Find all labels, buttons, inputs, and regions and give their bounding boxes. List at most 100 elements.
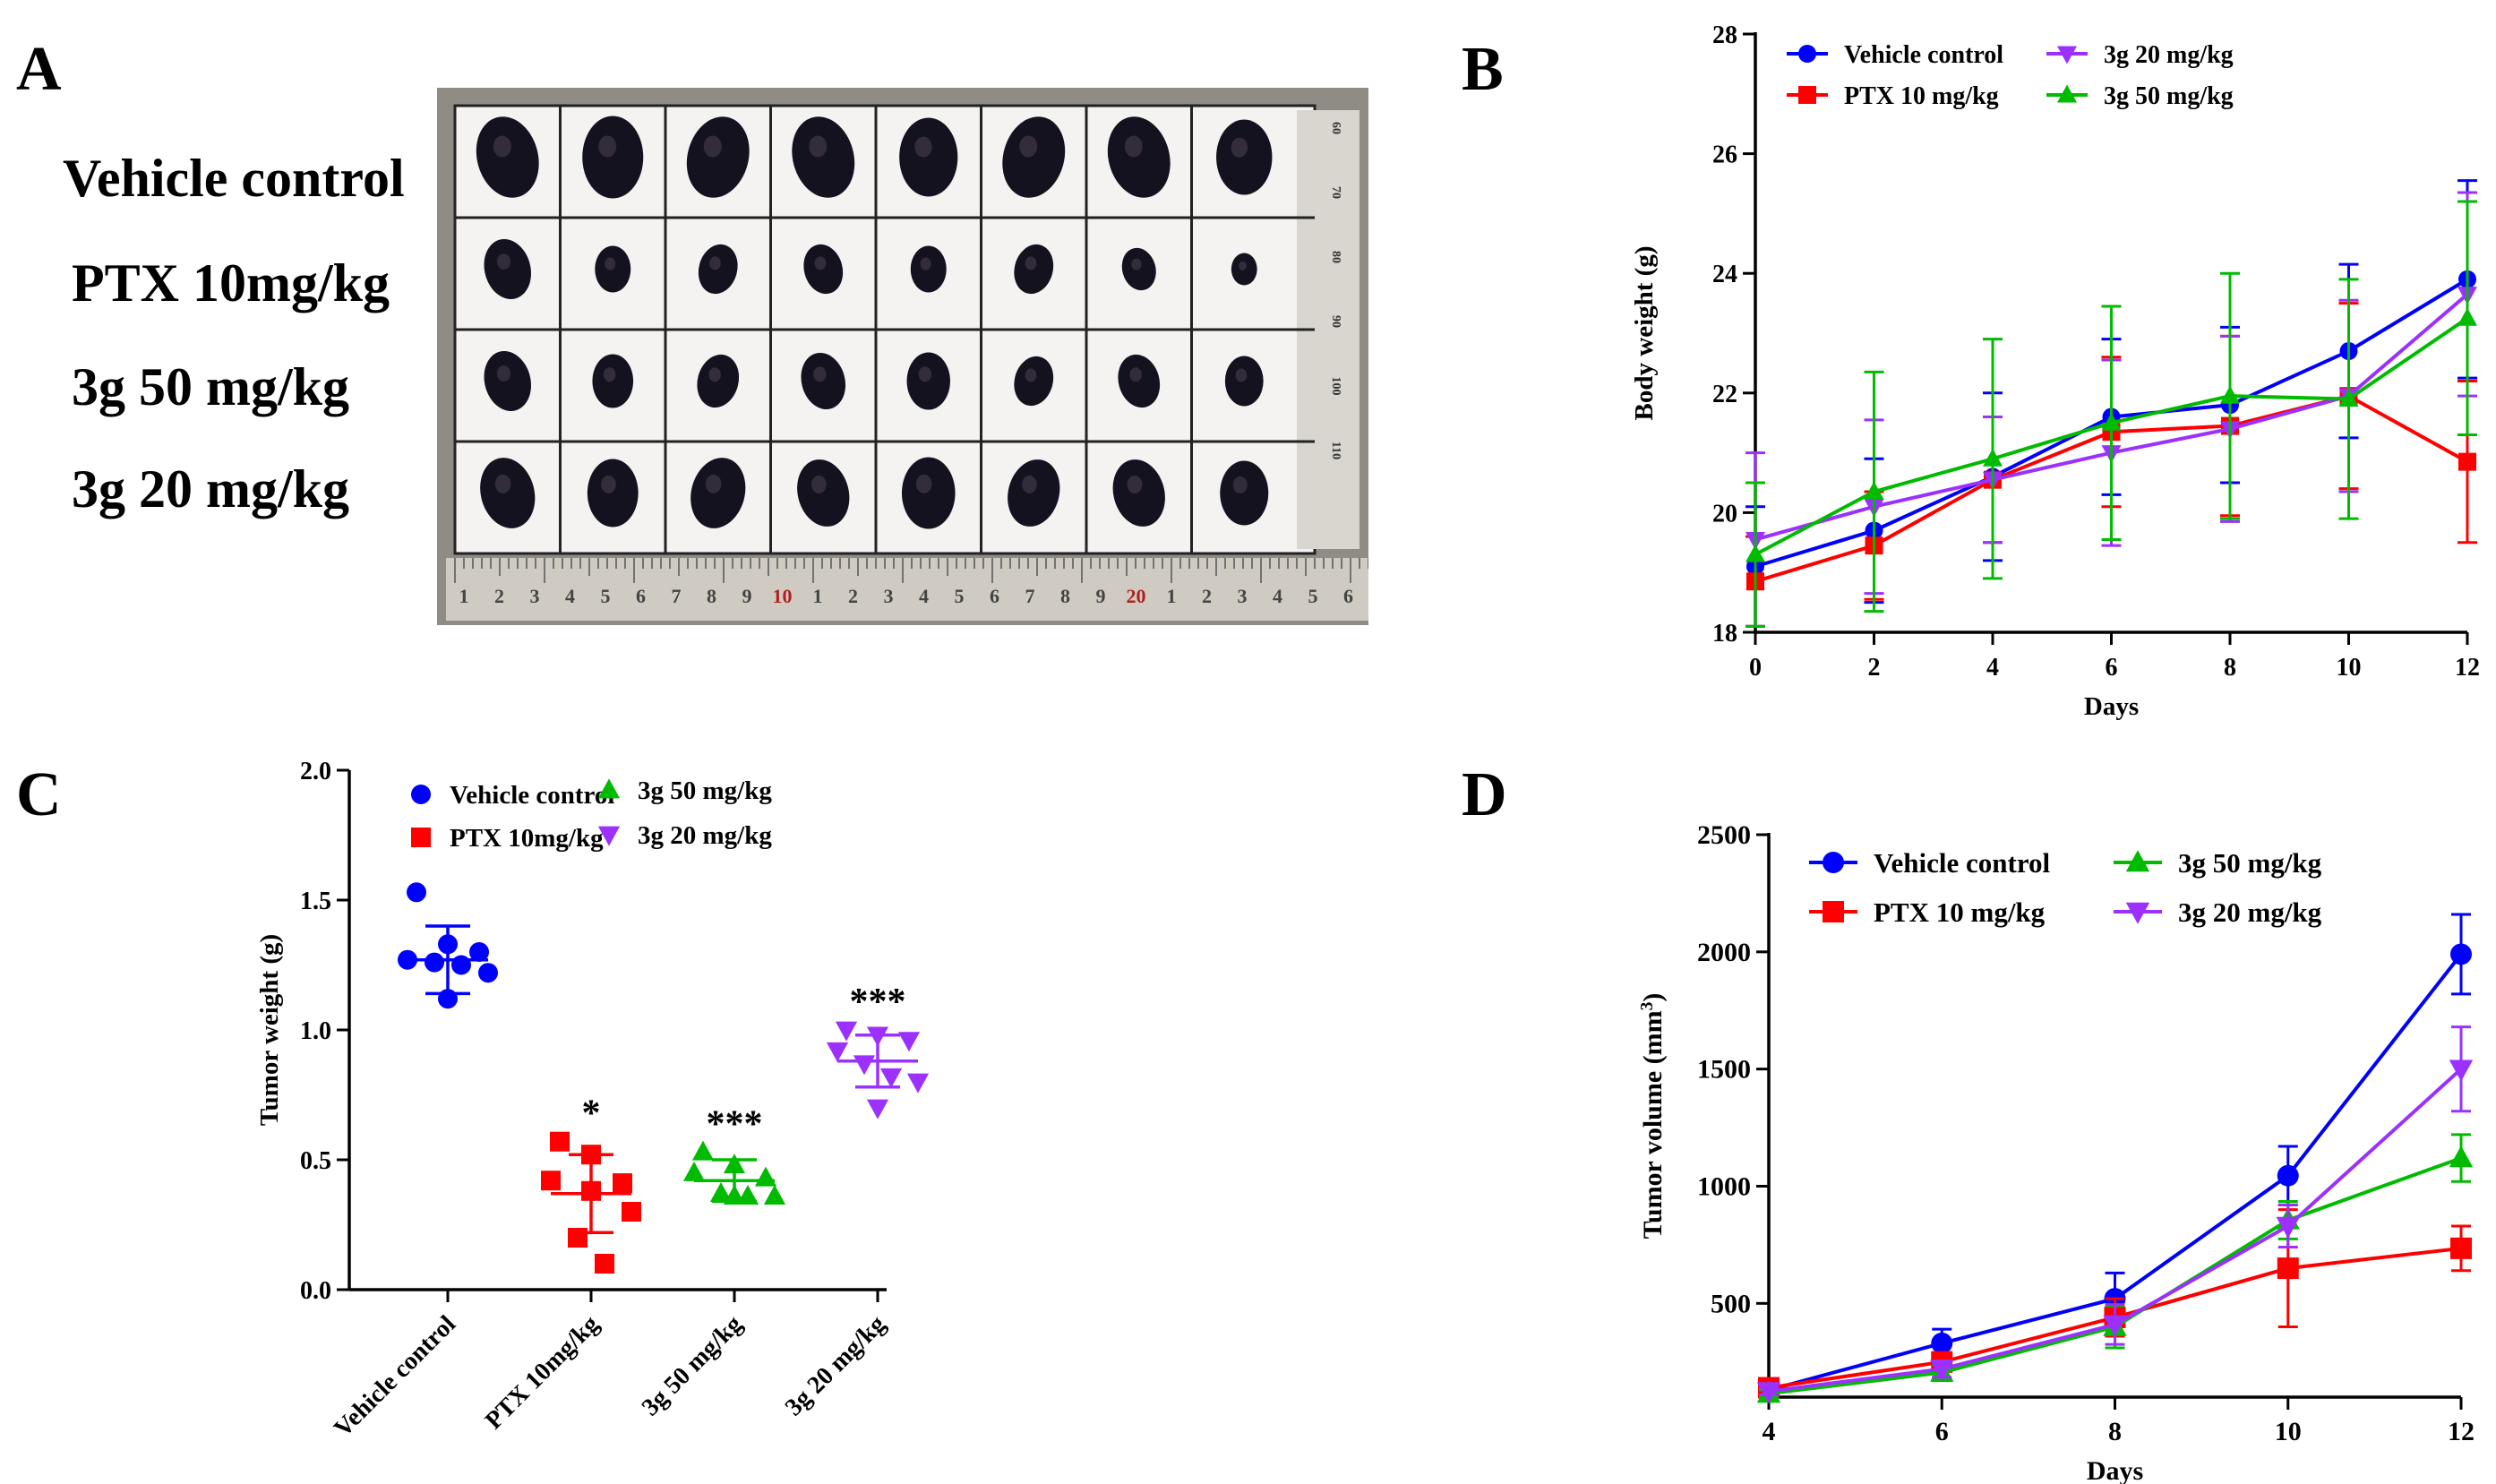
side-ruler-label: 80: [1329, 251, 1342, 263]
tumor-highlight: [709, 256, 721, 270]
ruler-label: 5: [601, 585, 611, 607]
tumor: [698, 244, 738, 295]
legend-entry: 3g 50 mg/kg: [597, 776, 772, 805]
significance-mark: ***: [707, 1103, 763, 1145]
group-2: ***: [682, 1103, 786, 1205]
x-tick-label: 2: [1868, 654, 1881, 682]
legend-entry: 3g 50 mg/kg: [2114, 847, 2322, 879]
tumor: [1112, 459, 1165, 527]
group-3: ***: [826, 982, 930, 1119]
data-point: [1983, 448, 2003, 467]
data-point: [478, 963, 498, 983]
data-point: [2338, 388, 2359, 407]
ruler-label: 20: [1127, 585, 1146, 607]
data-point: [826, 1042, 849, 1062]
data-point: [723, 1184, 746, 1205]
y-tick-label: 24: [1712, 261, 1737, 288]
panel-label-b: B: [1462, 35, 1504, 104]
tumor-highlight: [1231, 137, 1248, 158]
legend-marker: [1798, 45, 1816, 63]
ruler-label: 1: [813, 585, 823, 607]
side-ruler-label: 90: [1329, 315, 1342, 328]
ruler-label: 2: [494, 585, 504, 607]
x-axis-title: Days: [2087, 1456, 2143, 1484]
x-tick-label: 0: [1749, 654, 1762, 682]
data-point: [469, 942, 489, 962]
x-tick-label: 6: [2106, 654, 2118, 682]
data-point: [1745, 544, 1765, 562]
ruler-label: 3: [530, 585, 540, 607]
panel-label-a: A: [16, 35, 62, 104]
tumor-highlight: [1239, 261, 1247, 270]
legend-marker: [2125, 850, 2150, 872]
y-tick-label: 2.0: [300, 758, 331, 785]
tumor-highlight: [496, 253, 511, 270]
data-point: [438, 934, 458, 955]
tumor-highlight: [1025, 368, 1037, 382]
x-tick-label: 3g 20 mg/kg: [780, 1310, 891, 1421]
data-point: [595, 1254, 614, 1274]
tumor-highlight: [1124, 135, 1143, 158]
tumor: [1216, 119, 1273, 195]
ruler-label: 5: [955, 585, 965, 607]
legend-label: 3g 20 mg/kg: [2104, 41, 2234, 69]
x-tick-label: Vehicle control: [329, 1310, 461, 1443]
legend-marker: [597, 826, 621, 846]
tumor: [587, 459, 639, 528]
legend-marker: [1823, 901, 1844, 922]
tumor-highlight: [914, 136, 932, 158]
tumor-highlight: [1131, 258, 1142, 270]
x-tick-label: 3g 50 mg/kg: [637, 1310, 748, 1421]
tumor: [1220, 460, 1269, 526]
tumor-highlight: [494, 474, 511, 493]
row-label-ptx: PTX 10mg/kg: [72, 253, 390, 313]
row-label-3g20: 3g 20 mg/kg: [72, 459, 350, 519]
data-point: [897, 1032, 921, 1052]
tumor: [484, 350, 531, 412]
ruler-label: 3: [1238, 585, 1248, 607]
legend-entry: 3g 20 mg/kg: [2114, 896, 2322, 928]
x-tick-label: 4: [1763, 1417, 1776, 1446]
ruler-label: 5: [1308, 585, 1318, 607]
data-point: [866, 1099, 889, 1119]
data-point: [2450, 1237, 2472, 1259]
legend-label: Vehicle control: [1874, 847, 2051, 879]
x-tick-label: 10: [2337, 654, 2362, 682]
tumor: [1107, 116, 1171, 198]
group-1: *: [541, 1094, 641, 1274]
panel-label-d: D: [1462, 760, 1507, 829]
data-point: [568, 1228, 588, 1248]
series-3g-50-mg-kg: [1745, 200, 2477, 628]
ruler-label: 7: [672, 585, 682, 607]
ruler-label: 4: [1273, 585, 1282, 607]
side-ruler-label: 100: [1329, 377, 1342, 396]
x-tick-label: 4: [1986, 654, 1999, 682]
data-point: [866, 1026, 889, 1047]
legend-entry: PTX 10mg/kg: [411, 824, 604, 853]
y-tick-label: 1000: [1697, 1172, 1751, 1202]
data-point: [763, 1184, 786, 1205]
data-point: [622, 1202, 641, 1222]
legend-marker: [2057, 46, 2077, 64]
side-ruler-label: 70: [1329, 186, 1342, 199]
data-point: [709, 1182, 733, 1203]
y-tick-label: 1.5: [300, 888, 331, 915]
tumor-highlight: [1129, 367, 1142, 382]
x-tick-label: 12: [2448, 1417, 2475, 1446]
tumor-highlight: [598, 135, 617, 158]
series-3g-20-mg-kg: [1756, 1025, 2474, 1404]
x-tick-label: 6: [1935, 1417, 1949, 1446]
y-tick-label: 500: [1711, 1289, 1751, 1318]
legend-entry: Vehicle control: [411, 781, 614, 810]
tumor: [792, 116, 855, 198]
tumor-highlight: [601, 475, 616, 493]
legend-entry: Vehicle control: [1787, 41, 2003, 69]
data-point: [2103, 1315, 2127, 1337]
tumor-highlight: [705, 474, 722, 493]
legend-label: PTX 10mg/kg: [450, 824, 604, 853]
data-point: [879, 1068, 903, 1088]
data-point: [2449, 1145, 2474, 1168]
data-point: [835, 1021, 858, 1042]
tumor-photo: 60 70 80 90 100 110 1 2 3 4 5 6 7 8 9 10 1 2 3 4 5 6 7 8 9 20 1 2 3 4…: [437, 88, 1368, 625]
